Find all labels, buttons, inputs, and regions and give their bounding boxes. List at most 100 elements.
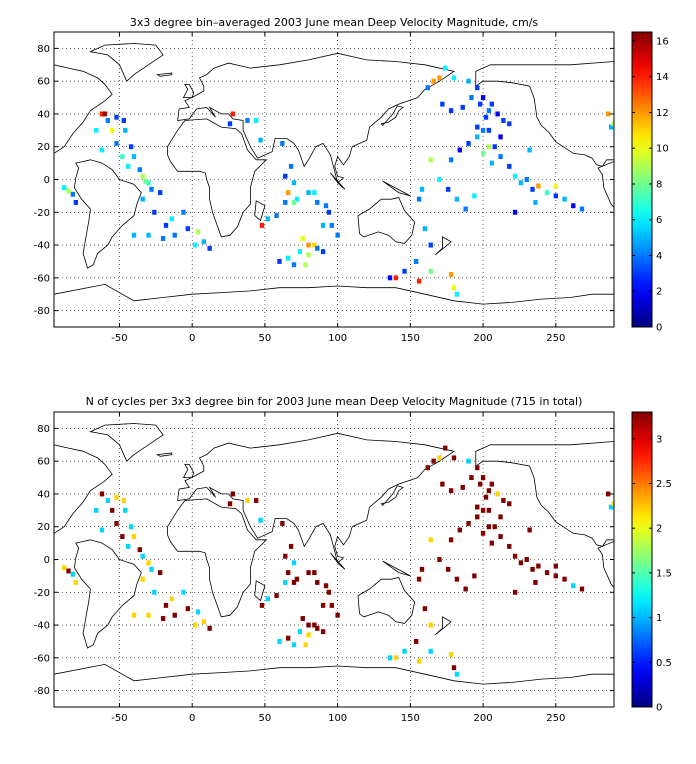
velocity-bin: [414, 258, 419, 264]
cycles-bin: [169, 596, 174, 602]
velocity-bin: [437, 75, 442, 81]
velocity-x-axis: -50 0 50 100 150 200 250: [111, 32, 565, 344]
velocity-bin: [169, 216, 174, 222]
cycles-y-tick-label: 20: [37, 522, 50, 533]
coastline: [475, 441, 614, 547]
coastline: [54, 444, 113, 534]
cycles-bin: [254, 498, 259, 503]
velocity-bin: [158, 190, 163, 196]
cycles-bin: [131, 612, 137, 618]
cycles-bin: [114, 520, 119, 526]
velocity-bin: [326, 209, 332, 215]
cycles-bin: [315, 625, 320, 631]
cycles-bin: [158, 570, 163, 576]
cycles-bin: [466, 520, 471, 526]
velocity-bin: [507, 163, 512, 169]
cycles-title: N of cycles per 3x3 degree bin for 2003 …: [86, 395, 583, 408]
cycles-colorbar: [631, 411, 653, 708]
velocity-y-tick-label: 60: [37, 77, 50, 88]
cycles-bin: [185, 606, 190, 612]
velocity-bin: [472, 193, 477, 199]
cycles-grid: [54, 412, 614, 707]
velocity-bin: [489, 160, 494, 166]
velocity-bin: [530, 186, 535, 192]
coastline: [177, 432, 455, 564]
cycles-bin: [70, 571, 76, 577]
cycles-bin: [428, 648, 433, 654]
velocity-bin: [553, 183, 558, 189]
cycles-bin: [451, 665, 457, 671]
coastline: [73, 539, 142, 649]
cycles-bin: [437, 557, 442, 562]
velocity-bin: [195, 229, 201, 235]
cycles-colorbar-tick-label: 1: [656, 613, 662, 624]
coastline: [177, 52, 455, 184]
velocity-bin: [283, 173, 288, 179]
cycles-bin: [431, 458, 436, 464]
cycles-bin: [181, 589, 186, 595]
cycles-bin: [422, 606, 428, 612]
coastline: [380, 485, 404, 507]
velocity-bin: [606, 111, 611, 117]
cycles-bin: [571, 583, 576, 589]
cycles-bin: [460, 484, 465, 490]
velocity-bin: [306, 252, 311, 258]
cycles-x-tick-label: 100: [328, 713, 347, 724]
cycles-x-tick-label: -50: [111, 713, 127, 724]
cycles-bin: [227, 501, 233, 507]
cycles-bin: [402, 648, 407, 654]
velocity-bin: [416, 196, 422, 202]
cycles-bin: [512, 589, 518, 595]
cycles-bin: [286, 635, 291, 641]
velocity-bin: [66, 188, 71, 194]
cycles-bin: [114, 494, 119, 500]
velocity-grid: [54, 32, 614, 327]
velocity-bin: [140, 196, 145, 202]
cycles-bin: [306, 570, 311, 576]
velocity-bin: [478, 101, 483, 107]
velocity-x-tick-label: 250: [546, 333, 565, 344]
cycles-x-tick-label: 250: [546, 713, 565, 724]
cycles-bin: [483, 494, 489, 500]
cycles-bin: [73, 579, 78, 585]
cycles-bin: [94, 507, 99, 513]
cycles-bin: [306, 622, 311, 628]
cycles-bin: [443, 445, 448, 451]
coastline: [182, 464, 195, 478]
coastline: [357, 577, 416, 624]
velocity-bin: [463, 206, 468, 212]
velocity-bin: [512, 173, 518, 179]
velocity-bin: [288, 163, 294, 169]
velocity-bin: [105, 118, 110, 123]
coastline: [380, 105, 404, 127]
cycles-bin: [489, 540, 494, 546]
cycles-bin: [446, 566, 451, 572]
cycles-bin: [121, 498, 126, 503]
cycles-y-tick-label: 60: [37, 457, 50, 468]
velocity-bin: [475, 124, 480, 130]
velocity-colorbar: [631, 31, 653, 328]
cycles-bin: [326, 589, 332, 595]
velocity-bin: [291, 180, 297, 186]
cycles-bin: [126, 543, 131, 549]
cycles-bin: [294, 576, 300, 582]
cycles-bin: [463, 586, 468, 592]
velocity-bin: [387, 275, 393, 281]
velocity-coastlines: [54, 43, 614, 327]
cycles-bin: [498, 514, 503, 520]
velocity-bin: [446, 186, 451, 192]
cycles-bin: [536, 563, 541, 569]
cycles-bin: [492, 524, 497, 530]
velocity-y-tick-label: -20: [34, 208, 50, 219]
cycles-bin: [579, 586, 585, 592]
cycles-colorbar-tick-label: 2.5: [656, 479, 672, 490]
velocity-bin: [495, 111, 500, 117]
velocity-bin: [286, 255, 291, 261]
velocity-bin: [457, 147, 462, 153]
cycles-bin: [303, 642, 308, 648]
cycles-bin: [606, 491, 611, 497]
cycles-bin: [448, 652, 454, 658]
cycles-bin: [466, 458, 471, 464]
cycles-coastlines: [54, 423, 614, 707]
cycles-bin: [480, 475, 486, 481]
